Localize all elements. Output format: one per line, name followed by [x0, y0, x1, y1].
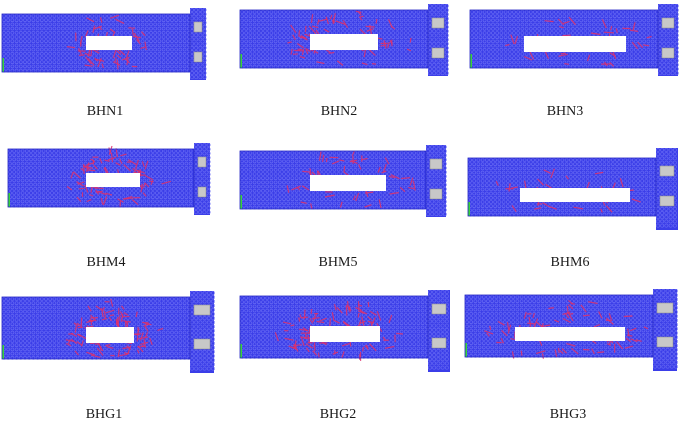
web-opening: [310, 175, 386, 191]
beam-model: [239, 145, 447, 217]
bearing-plate-top: [431, 303, 447, 315]
bearing-plate-top: [429, 158, 443, 170]
panel-label: BHN2: [320, 104, 358, 119]
beam-outline: [239, 295, 429, 359]
beam-model: [1, 8, 207, 80]
web-opening: [524, 36, 626, 52]
beam-model: [469, 4, 679, 76]
web-opening: [310, 326, 380, 342]
beam-outline: [239, 9, 429, 69]
mesh-nodes: [240, 151, 425, 210]
beam-model: [1, 291, 215, 373]
panel-label: BHM4: [86, 255, 126, 270]
beam-model: [464, 289, 678, 371]
beam-outline: [1, 296, 191, 360]
panel-label: BHM5: [318, 255, 358, 270]
web-opening: [520, 188, 630, 202]
panel-label: BHG2: [319, 407, 357, 422]
beam-outline: [467, 157, 657, 217]
bearing-plate-bottom: [193, 338, 211, 350]
bearing-plate-bottom: [197, 186, 207, 198]
beam-model: [467, 148, 678, 230]
bearing-plate-top: [431, 17, 445, 29]
beam-model: [239, 290, 450, 372]
web-opening: [515, 327, 625, 341]
web-opening: [86, 327, 134, 343]
bearing-plate-bottom: [661, 47, 675, 59]
bearing-plate-top: [656, 302, 674, 314]
beam-outline: [464, 294, 654, 358]
beam-model: [239, 4, 449, 76]
bearing-plate-bottom: [429, 188, 443, 200]
bearing-plate-top: [197, 156, 207, 168]
beam-outline: [239, 150, 427, 210]
bearing-plate-top: [661, 17, 675, 29]
beam-outline: [469, 9, 659, 69]
web-opening: [86, 36, 132, 50]
panel-label: BHG1: [85, 407, 123, 422]
bearing-plate-top: [659, 165, 675, 177]
web-opening: [86, 173, 140, 187]
bearing-plate-top: [193, 304, 211, 316]
crack-pattern: [505, 16, 652, 67]
beam-outline: [1, 13, 191, 73]
panel-label: BHG3: [549, 407, 587, 422]
bearing-plate-bottom: [193, 51, 203, 63]
mesh-nodes: [2, 297, 191, 360]
panel-label: BHM6: [550, 255, 590, 270]
web-opening: [310, 34, 378, 50]
crack-pattern: [495, 168, 641, 213]
bearing-plate-bottom: [656, 336, 674, 348]
beam-body: [465, 295, 653, 357]
panel-label: BHN1: [86, 104, 124, 119]
bearing-plate-bottom: [431, 337, 447, 349]
support-column-nodes: [428, 4, 449, 76]
bearing-plate-bottom: [659, 195, 675, 207]
panel-label: BHN3: [546, 104, 584, 119]
crack-pattern: [66, 14, 147, 70]
beam-outline: [7, 148, 195, 208]
bearing-plate-top: [193, 21, 203, 33]
beam-model: [7, 143, 211, 215]
beam-body: [468, 158, 656, 216]
bearing-plate-bottom: [431, 47, 445, 59]
